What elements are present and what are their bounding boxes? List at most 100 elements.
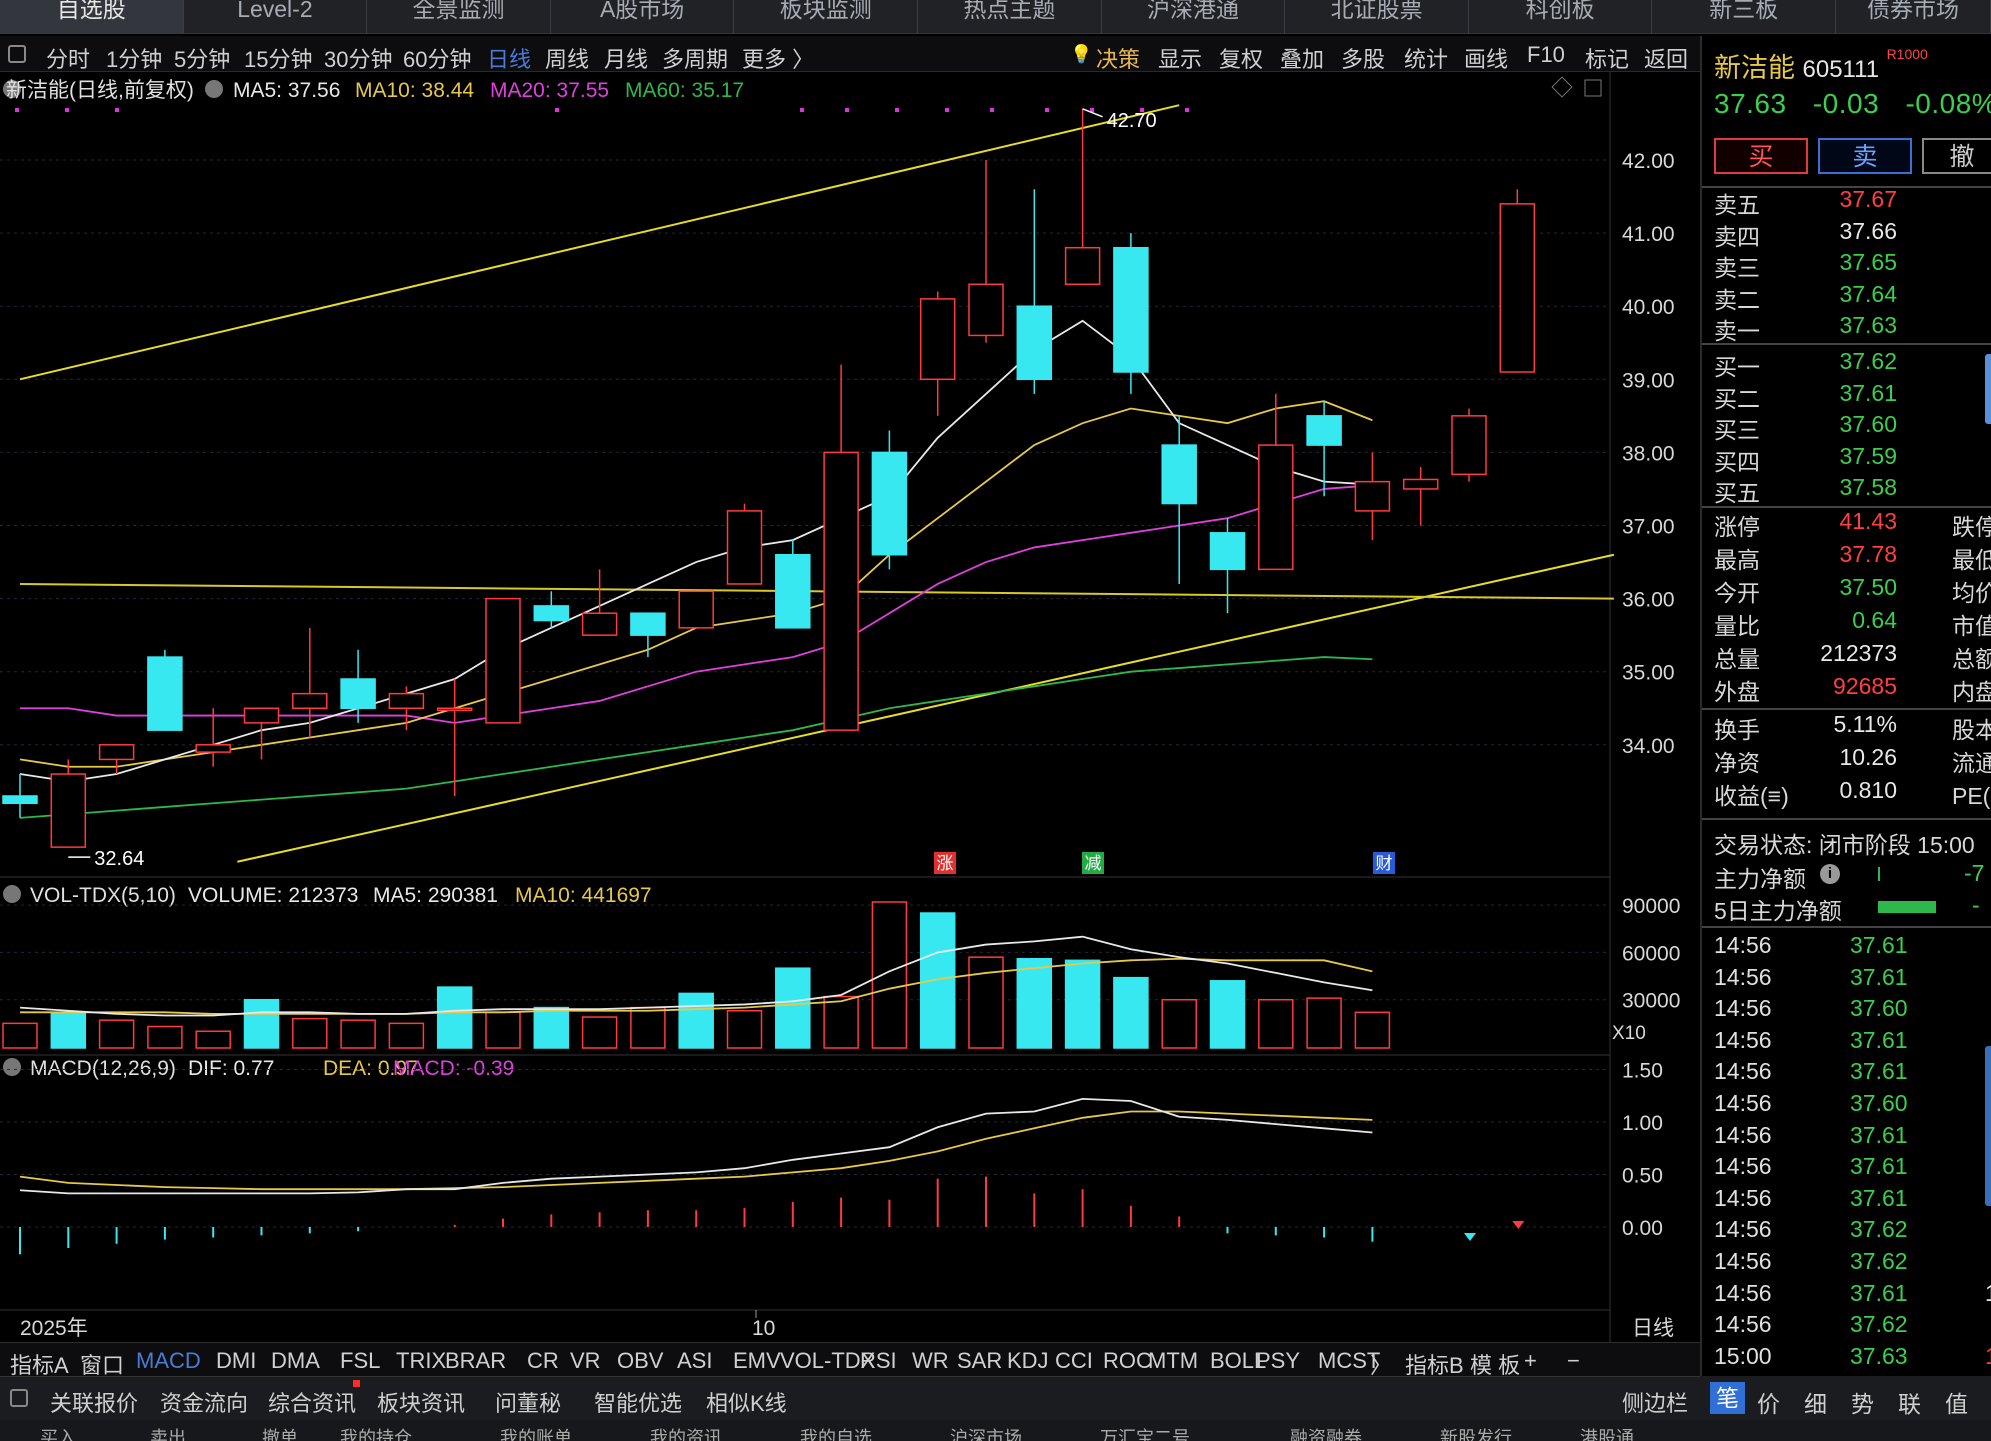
candle-body[interactable]: [50, 773, 87, 848]
candle-body[interactable]: [485, 597, 521, 724]
detail-tab[interactable]: 价: [1757, 1391, 1780, 1417]
indicator-tab[interactable]: PSY: [1256, 1348, 1301, 1373]
toolbar-item[interactable]: 卖出: [150, 1428, 186, 1441]
market-tab[interactable]: A股市场: [551, 0, 735, 34]
volume-bar[interactable]: [968, 956, 1004, 1049]
volume-bar[interactable]: [630, 1006, 666, 1049]
tool-item[interactable]: F10: [1527, 42, 1565, 67]
volume-bar[interactable]: [1354, 1011, 1391, 1049]
volume-bar[interactable]: [775, 967, 811, 1049]
indicator-tab[interactable]: CR: [527, 1348, 559, 1373]
indicator-tab[interactable]: DMI: [216, 1348, 257, 1373]
market-tab[interactable]: 科创板: [1469, 0, 1653, 34]
volume-bar[interactable]: [678, 992, 714, 1049]
period-item[interactable]: 5分钟: [174, 47, 231, 72]
event-marker[interactable]: 涨: [934, 852, 956, 874]
info-tab[interactable]: 关联报价: [50, 1391, 139, 1416]
indicator-tab[interactable]: 模 板: [1470, 1353, 1521, 1378]
indicator-tab[interactable]: VR: [570, 1348, 601, 1373]
candle-body[interactable]: [1451, 415, 1487, 476]
info-tab[interactable]: 智能优选: [594, 1391, 683, 1416]
kline-chart[interactable]: 42.00 41.00 40.00 39.00 38.00 37.00 36.00 35.00…: [0, 72, 1700, 1342]
volume-bar[interactable]: [871, 901, 908, 1049]
panel-layout-icon[interactable]: [1584, 79, 1602, 97]
tool-item[interactable]: 显示: [1158, 47, 1203, 72]
buy-button[interactable]: 买: [1714, 138, 1808, 174]
volume-bar[interactable]: [50, 1011, 87, 1049]
volume-bar[interactable]: [243, 998, 280, 1049]
tool-item[interactable]: 返回: [1644, 47, 1689, 72]
period-item[interactable]: 60分钟: [403, 47, 472, 72]
candle-body[interactable]: [243, 707, 280, 724]
volume-bar[interactable]: [919, 912, 956, 1049]
candle-body[interactable]: [292, 692, 328, 710]
volume-bar[interactable]: [436, 986, 473, 1049]
detail-tab[interactable]: 笔: [1710, 1382, 1745, 1414]
market-tab[interactable]: 债券市场: [1836, 0, 1991, 34]
market-tab[interactable]: 自选股: [0, 0, 184, 34]
volume-bar[interactable]: [1306, 997, 1342, 1049]
candle-body[interactable]: [1306, 415, 1342, 446]
detail-tab[interactable]: 值: [1945, 1391, 1968, 1417]
volume-bar[interactable]: [147, 1025, 183, 1049]
volume-bar[interactable]: [1113, 976, 1149, 1049]
indicator-tab[interactable]: ASI: [677, 1348, 713, 1373]
candle-body[interactable]: [2, 795, 38, 805]
candle-body[interactable]: [678, 590, 714, 629]
cancel-order-button[interactable]: 撤: [1922, 138, 1991, 174]
volume-bar[interactable]: [388, 1022, 425, 1049]
period-item[interactable]: 日线: [487, 47, 532, 72]
info-tab[interactable]: 综合资讯: [268, 1391, 357, 1416]
toolbar-item[interactable]: 港股通: [1580, 1428, 1634, 1441]
indicator-tab[interactable]: MCST: [1318, 1348, 1381, 1373]
tick-scrollbar[interactable]: [1985, 1046, 1991, 1206]
toolbar-item[interactable]: 撤单: [262, 1428, 298, 1441]
indicator-tab[interactable]: VOL-TDX: [780, 1348, 876, 1373]
volume-bar[interactable]: [2, 1022, 38, 1049]
event-marker[interactable]: 减: [1082, 852, 1104, 874]
volume-toggle-icon[interactable]: [3, 885, 21, 903]
volume-bar[interactable]: [1209, 980, 1246, 1049]
detail-tab[interactable]: 势: [1851, 1391, 1874, 1417]
quote-scrollbar[interactable]: [1985, 354, 1991, 424]
toolbar-item[interactable]: 我的账单: [500, 1428, 572, 1441]
period-item[interactable]: 15分钟: [244, 47, 313, 72]
period-item[interactable]: 月线: [604, 47, 649, 72]
chart-toggle-icon[interactable]: [3, 80, 21, 98]
indicator-tab[interactable]: 指标A: [10, 1353, 69, 1378]
volume-bar[interactable]: [1161, 998, 1197, 1049]
market-tab[interactable]: 沪深港通: [1102, 0, 1286, 34]
candle-body[interactable]: [1402, 478, 1439, 490]
period-item[interactable]: 更多 〉: [742, 47, 815, 72]
candle-body[interactable]: [1209, 532, 1246, 571]
tool-item[interactable]: 标记: [1585, 47, 1630, 72]
period-item[interactable]: 周线: [545, 47, 590, 72]
candle-body[interactable]: [1258, 444, 1294, 571]
indicator-tab[interactable]: −: [1567, 1348, 1580, 1373]
indicator-tab[interactable]: WR: [912, 1348, 949, 1373]
info-tab[interactable]: 板块资讯: [377, 1391, 466, 1416]
indicator-tab[interactable]: 窗口: [80, 1353, 125, 1378]
candle-body[interactable]: [436, 707, 473, 711]
sell-button[interactable]: 卖: [1818, 138, 1912, 174]
indicator-tab[interactable]: OBV: [617, 1348, 664, 1373]
event-marker[interactable]: 财: [1373, 852, 1395, 874]
legend-toggle-icon[interactable]: [205, 80, 223, 98]
market-tab[interactable]: Level-2: [184, 0, 368, 34]
tool-item[interactable]: 复权: [1219, 47, 1264, 72]
candle-body[interactable]: [775, 553, 811, 629]
candle-body[interactable]: [968, 283, 1004, 337]
period-item[interactable]: 1分钟: [106, 47, 163, 72]
candle-body[interactable]: [1064, 246, 1101, 286]
period-item[interactable]: 分时: [46, 47, 91, 72]
indicator-tab[interactable]: 〉: [1370, 1353, 1393, 1378]
volume-bar[interactable]: [533, 1006, 570, 1049]
indicator-tab[interactable]: KDJ: [1007, 1348, 1049, 1373]
indicator-tab[interactable]: CCI: [1055, 1348, 1093, 1373]
volume-bar[interactable]: [340, 1019, 376, 1049]
macd-toggle-icon[interactable]: [3, 1058, 21, 1076]
candle-body[interactable]: [340, 678, 376, 710]
volume-bar[interactable]: [726, 1010, 763, 1049]
candle-body[interactable]: [533, 605, 570, 622]
indicator-tab[interactable]: ROC: [1103, 1348, 1152, 1373]
